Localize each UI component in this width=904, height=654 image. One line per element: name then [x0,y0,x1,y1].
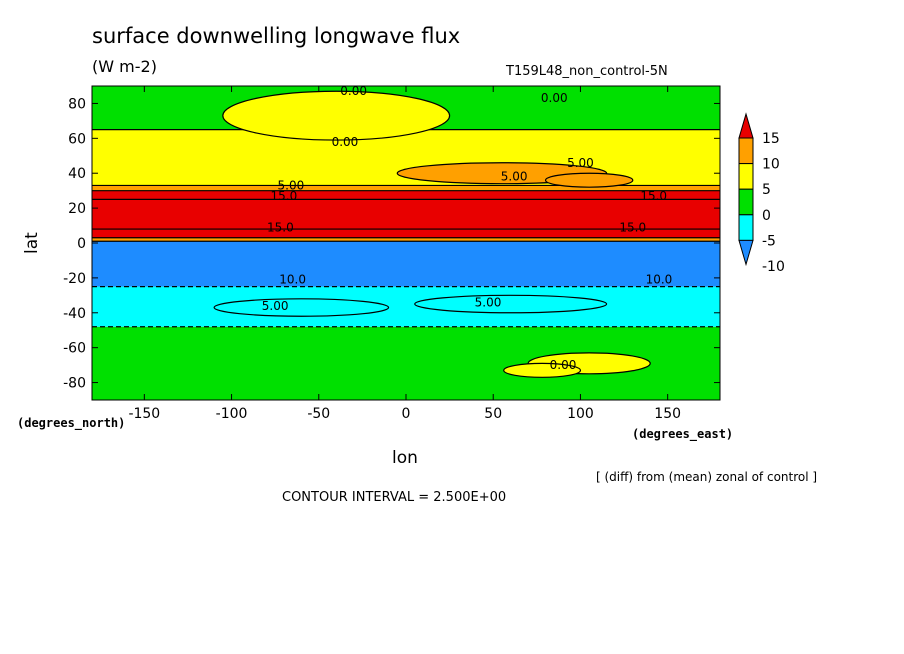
axis-ticks: -150 -100 -50 0 50 100 150 80 60 40 20 0 -20 -40 -60 -8… [63,86,720,422]
colorbar-arrow-top [738,112,754,139]
colorbar-swatch-2 [738,163,754,190]
y-tick-label-1: 60 [68,131,86,147]
colorbar-label-0: 15 [762,131,780,147]
contour-fill-layer [92,86,720,400]
run-label: T159L48_non_control-5N [506,64,668,79]
contour-label-4: 5.00 [501,170,528,184]
contour-label-0: 0.00 [340,84,367,98]
y-tick-label-2: 40 [68,166,86,182]
anomaly-patch-2 [222,90,451,141]
y-axis-label: lat [22,232,42,254]
x-axis-label: lon [392,448,418,468]
zonal-band-1 [92,286,720,327]
zonal-band-6 [92,190,720,200]
contour-label-13: 5.00 [475,295,502,309]
x-tick-label-1: -100 [216,406,248,422]
contour-label-12: 5.00 [262,299,289,313]
x-tick-label-5: 100 [567,406,594,422]
x-tick-label-6: 150 [654,406,681,422]
x-tick-label-3: 0 [402,406,411,422]
colorbar-label-3: 0 [762,208,771,224]
colorbar-arrow-bottom [738,239,754,267]
contour-label-3: 5.00 [567,156,594,170]
colorbar-swatch-1 [738,137,754,165]
diff-note: [ (diff) from (mean) zonal of control ] [596,470,818,484]
anomaly-patch-6 [414,294,608,314]
chart-title: surface downwelling longwave flux [92,24,461,48]
contour-label-10: 10.0 [279,273,306,287]
colorbar-label-2: 5 [762,182,771,198]
anomaly-patch-1 [544,172,634,188]
zonal-band-2 [92,241,720,287]
zonal-band-4 [92,229,720,238]
anomaly-patch-4 [503,362,582,378]
y-tick-label-3: 20 [68,201,86,217]
colorbar-label-1: 10 [762,157,780,173]
x-tick-label-2: -50 [307,406,330,422]
anomaly-patch-5 [213,298,390,317]
y-tick-label-5: -20 [63,271,86,287]
contour-label-5: 5.00 [278,178,305,192]
y-tick-label-0: 80 [68,96,86,112]
x-tick-label-4: 50 [484,406,502,422]
y-tick-label-7: -60 [63,341,86,357]
contour-label-7: 15.0 [640,189,667,203]
colorbar-label-4: -5 [762,233,776,249]
x-unit-label: (degrees_east) [632,427,734,441]
contour-label-11: 10.0 [646,273,673,287]
contour-label-6: 15.0 [271,189,298,203]
zonal-band-5 [92,199,720,230]
zonal-band-7 [92,185,720,191]
colorbar-swatch-3 [738,188,754,216]
chart-units: (W m-2) [92,57,157,76]
zonal-band-3 [92,237,720,242]
colorbar-swatch-4 [738,214,754,241]
contour-label-9: 15.0 [619,220,646,234]
y-tick-label-8: -80 [63,376,86,392]
colorbar-label-5: -10 [762,259,785,275]
contour-label-8: 15.0 [267,220,294,234]
contour-label-14: 0.00 [550,358,577,372]
x-tick-label-0: -150 [128,406,160,422]
y-tick-label-6: -40 [63,306,86,322]
contour-label-1: 0.00 [541,91,568,105]
y-unit-label: (degrees_north) [17,416,126,430]
y-tick-label-4: 0 [77,236,86,252]
contour-interval: CONTOUR INTERVAL = 2.500E+00 [282,490,507,505]
contour-label-2: 0.00 [332,135,359,149]
colorbar: 15 10 5 0 -5 -10 [738,112,785,275]
